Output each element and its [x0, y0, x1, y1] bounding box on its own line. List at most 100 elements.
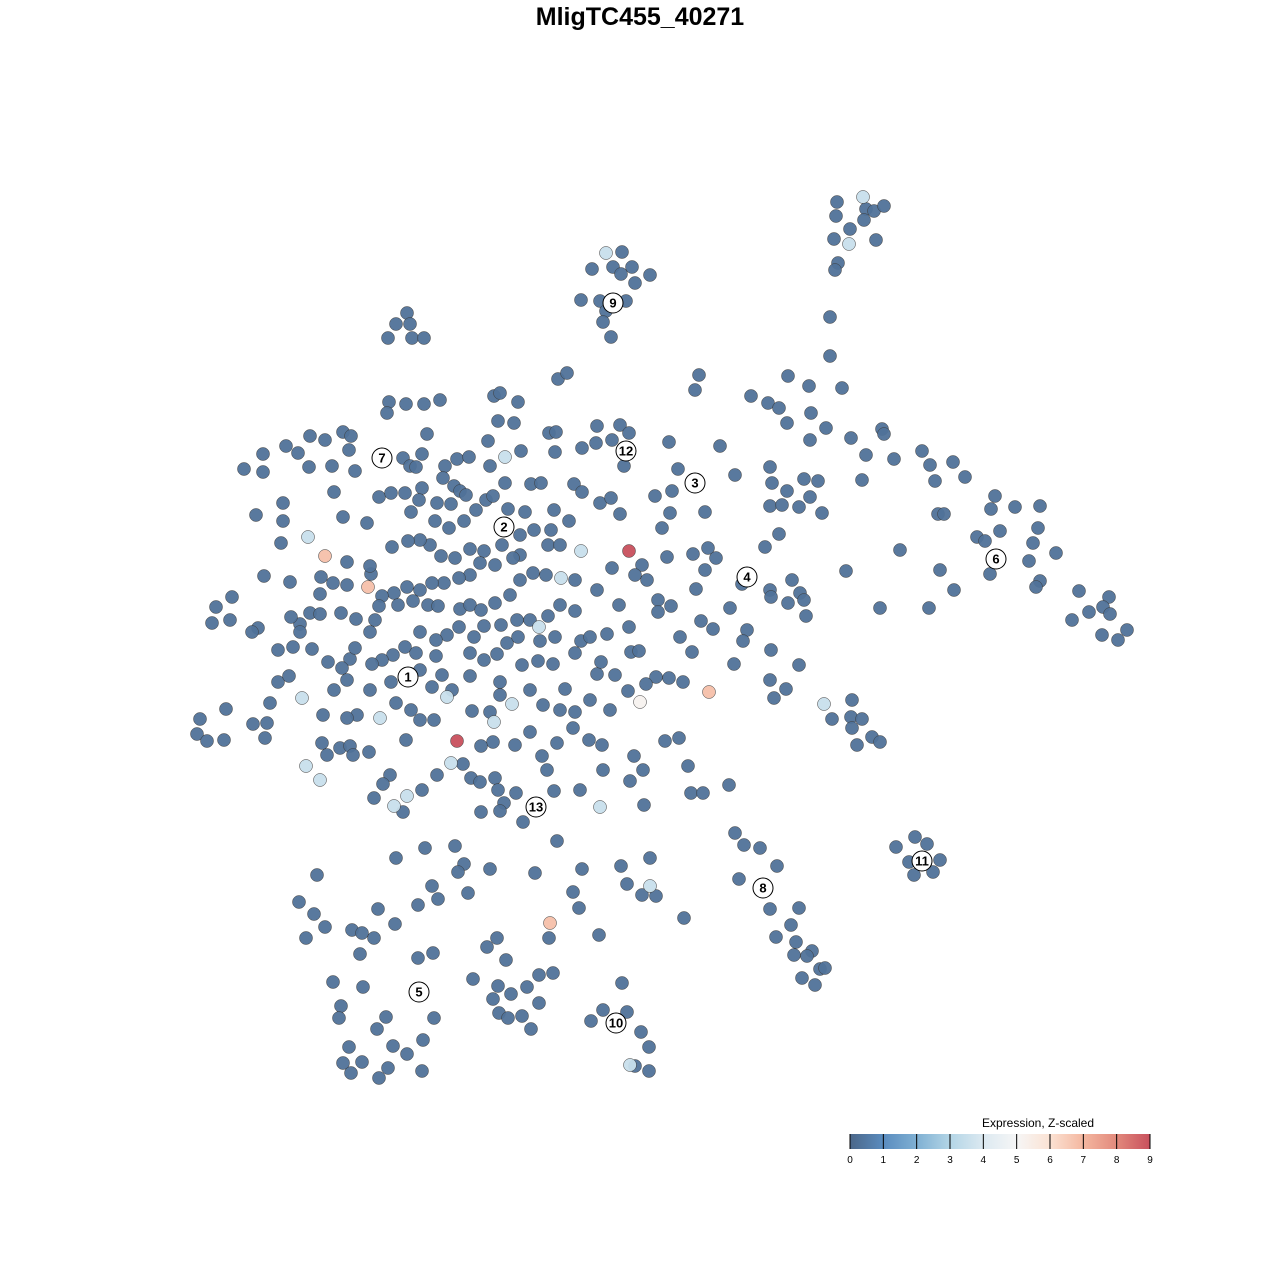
- data-point: [307, 907, 321, 921]
- data-point: [450, 452, 464, 466]
- data-point: [558, 682, 572, 696]
- data-point: [662, 435, 676, 449]
- data-point: [340, 555, 354, 569]
- data-point: [632, 644, 646, 658]
- data-point: [367, 791, 381, 805]
- data-point: [389, 317, 403, 331]
- data-point: [400, 1047, 414, 1061]
- data-point: [769, 930, 783, 944]
- data-point: [523, 725, 537, 739]
- colorbar-ticks: 0 1 2 3 4 5 6 7 8 9: [847, 1134, 1153, 1166]
- data-point: [797, 472, 811, 486]
- data-point: [713, 439, 727, 453]
- data-point: [534, 476, 548, 490]
- data-point: [291, 446, 305, 460]
- cluster-label-text: 1: [404, 670, 411, 685]
- data-point: [772, 527, 786, 541]
- cluster-label: 1: [397, 666, 419, 688]
- data-point: [568, 646, 582, 660]
- data-point: [842, 237, 856, 251]
- data-point: [633, 695, 647, 709]
- data-point: [767, 691, 781, 705]
- data-point: [613, 418, 627, 432]
- data-point: [685, 645, 699, 659]
- data-point: [429, 649, 443, 663]
- data-point: [279, 439, 293, 453]
- data-point: [781, 596, 795, 610]
- data-point: [856, 190, 870, 204]
- data-point: [533, 634, 547, 648]
- data-point: [770, 859, 784, 873]
- data-point: [736, 634, 750, 648]
- data-point: [356, 980, 370, 994]
- data-point: [381, 331, 395, 345]
- cluster-label-circle: [525, 796, 547, 818]
- cluster-label: 12: [615, 440, 637, 462]
- data-point: [342, 443, 356, 457]
- data-point: [340, 673, 354, 687]
- data-point: [763, 902, 777, 916]
- data-point: [562, 514, 576, 528]
- data-point: [336, 510, 350, 524]
- data-point: [915, 444, 929, 458]
- data-point: [292, 895, 306, 909]
- data-point: [532, 996, 546, 1010]
- data-point: [286, 640, 300, 654]
- data-point: [539, 568, 553, 582]
- data-point: [260, 716, 274, 730]
- data-point: [608, 668, 622, 682]
- data-point: [829, 209, 843, 223]
- data-point: [498, 476, 512, 490]
- data-point: [237, 462, 251, 476]
- data-point: [792, 658, 806, 672]
- data-point: [320, 748, 334, 762]
- data-point: [399, 733, 413, 747]
- data-point: [541, 609, 555, 623]
- data-point: [284, 610, 298, 624]
- data-point: [360, 516, 374, 530]
- data-point: [415, 783, 429, 797]
- data-point: [637, 798, 651, 812]
- cluster-label-circle: [397, 666, 419, 688]
- data-point: [592, 928, 606, 942]
- colorbar-tick-label: 6: [1047, 1155, 1053, 1166]
- cluster-label: 11: [911, 850, 933, 872]
- data-point: [535, 749, 549, 763]
- cluster-label-circle: [408, 981, 430, 1003]
- data-point: [474, 805, 488, 819]
- data-point: [594, 655, 608, 669]
- data-point: [379, 1010, 393, 1024]
- data-point: [435, 668, 449, 682]
- data-point: [635, 888, 649, 902]
- data-point: [256, 447, 270, 461]
- data-point: [413, 533, 427, 547]
- data-point: [845, 693, 859, 707]
- data-point: [689, 582, 703, 596]
- data-point: [326, 576, 340, 590]
- cluster-label-circle: [752, 877, 774, 899]
- data-point: [365, 657, 379, 671]
- data-point: [572, 901, 586, 915]
- data-point: [507, 416, 521, 430]
- data-point: [589, 436, 603, 450]
- cluster-label-circle: [736, 566, 758, 588]
- data-point: [506, 551, 520, 565]
- data-point: [984, 502, 998, 516]
- colorbar-tick-label: 7: [1081, 1155, 1087, 1166]
- data-point: [845, 721, 859, 735]
- data-point: [263, 696, 277, 710]
- data-point: [313, 773, 327, 787]
- data-point: [620, 877, 634, 891]
- data-point: [430, 768, 444, 782]
- data-point: [205, 616, 219, 630]
- data-point: [466, 972, 480, 986]
- data-point: [526, 566, 540, 580]
- data-point: [368, 613, 382, 627]
- data-point: [763, 673, 777, 687]
- colorbar-tick-label: 4: [981, 1155, 987, 1166]
- data-point: [573, 783, 587, 797]
- data-point: [623, 1058, 637, 1072]
- data-point: [664, 599, 678, 613]
- data-point: [362, 745, 376, 759]
- data-point: [283, 575, 297, 589]
